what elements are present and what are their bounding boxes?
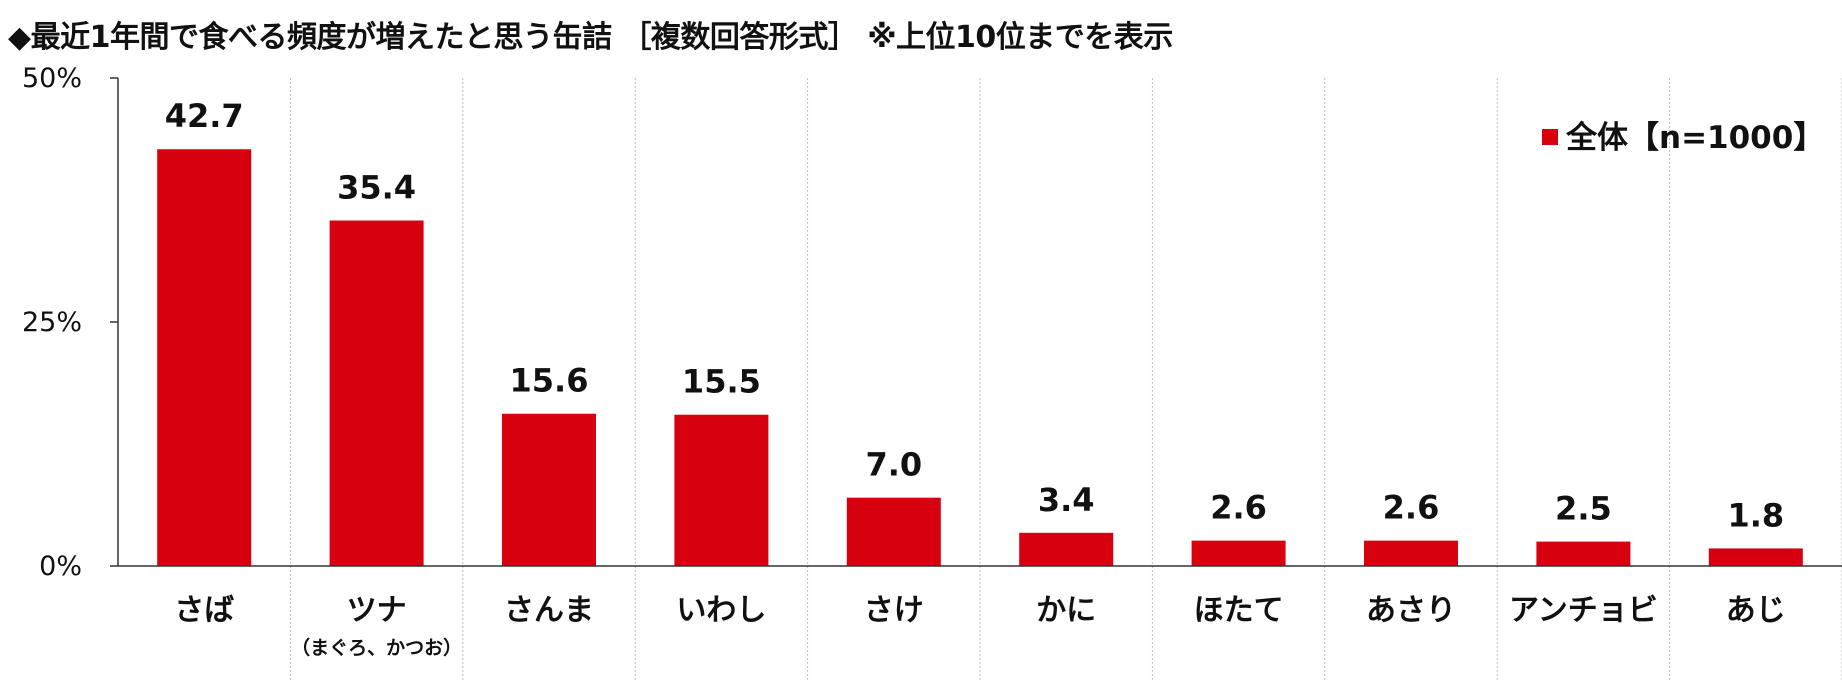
data-label: 35.4 bbox=[337, 168, 416, 206]
y-tick-label: 50% bbox=[22, 63, 82, 94]
category-label: さけ bbox=[864, 593, 924, 628]
category-label: さんま bbox=[504, 593, 594, 628]
y-tick-label: 25% bbox=[22, 307, 82, 338]
data-label: 15.5 bbox=[682, 363, 761, 401]
bars bbox=[157, 149, 1803, 567]
labels: 42.7 さば 35.4 ツナ （まぐろ、かつお） 15.6 さんま 15.5 いわし 7.0 さけ… bbox=[165, 97, 1786, 659]
category-label: ツナ bbox=[347, 593, 407, 628]
bar bbox=[1708, 548, 1803, 566]
category-label: かに bbox=[1036, 593, 1096, 628]
category-note: （まぐろ、かつお） bbox=[291, 636, 462, 659]
data-label: 2.6 bbox=[1210, 489, 1267, 527]
bar bbox=[846, 497, 941, 566]
category-label: あじ bbox=[1726, 593, 1786, 628]
category-label: いわし bbox=[676, 593, 766, 628]
axes: 0% 25% 50% bbox=[22, 63, 1842, 582]
data-label: 7.0 bbox=[865, 446, 922, 484]
bar bbox=[1364, 540, 1458, 566]
legend: 全体【n=1000】 bbox=[1542, 120, 1824, 156]
bar bbox=[329, 220, 424, 566]
bar bbox=[1536, 541, 1631, 566]
data-label: 3.4 bbox=[1038, 481, 1095, 519]
bar bbox=[502, 413, 596, 566]
grid-lines bbox=[289, 78, 1842, 682]
category-label: ほたて bbox=[1194, 593, 1284, 628]
category-label: アンチョビ bbox=[1509, 593, 1658, 628]
bar bbox=[674, 414, 769, 566]
category-label: さば bbox=[174, 593, 234, 628]
data-label: 42.7 bbox=[165, 97, 244, 135]
y-tick-label: 0% bbox=[39, 551, 82, 582]
bar bbox=[157, 149, 252, 567]
data-label: 15.6 bbox=[510, 362, 589, 400]
category-label: あさり bbox=[1366, 593, 1456, 628]
legend-swatch bbox=[1542, 129, 1558, 145]
chart-title: ◆最近1年間で食べる頻度が増えたと思う缶詰 ［複数回答形式］ ※上位10位までを… bbox=[8, 20, 1173, 55]
bar bbox=[1191, 540, 1286, 566]
data-label: 1.8 bbox=[1727, 496, 1784, 534]
data-label: 2.6 bbox=[1383, 489, 1440, 527]
bar bbox=[1019, 532, 1114, 566]
legend-label: 全体【n=1000】 bbox=[1565, 120, 1824, 156]
data-label: 2.5 bbox=[1555, 490, 1612, 528]
